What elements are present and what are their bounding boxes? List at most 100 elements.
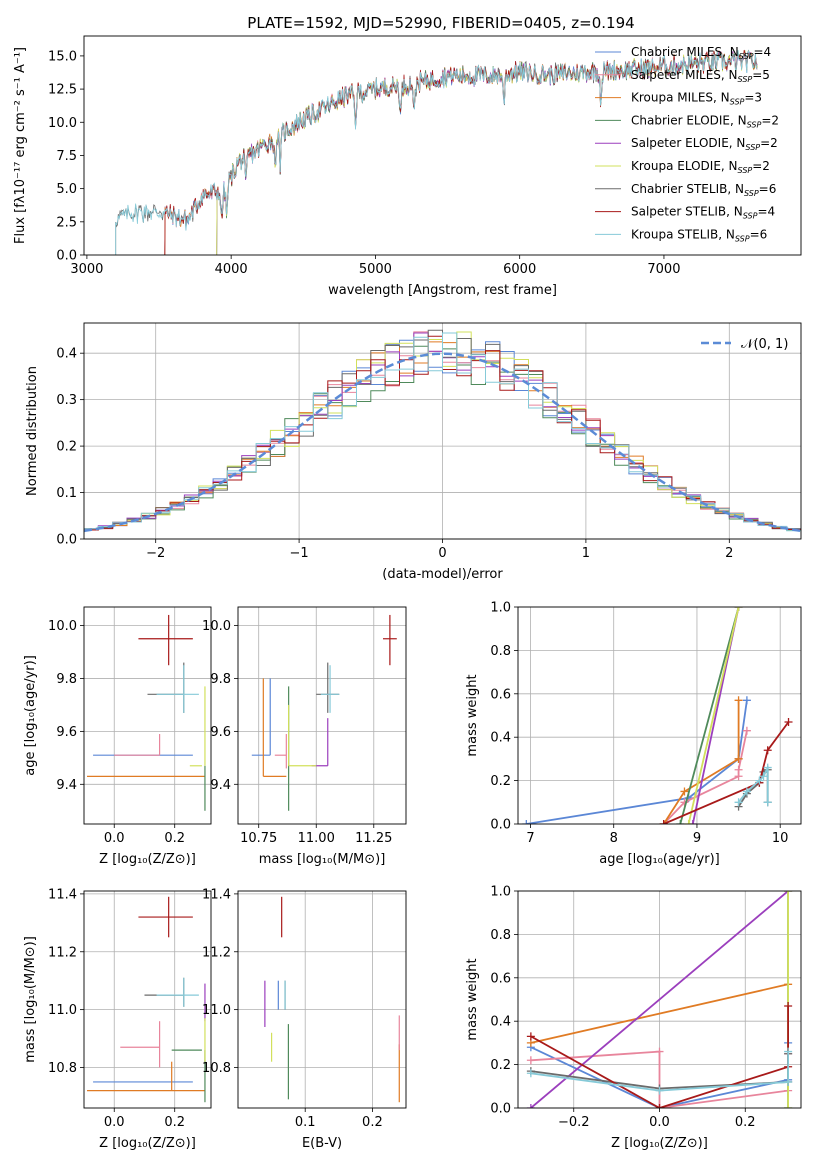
legend-entry: Salpeter MILES, NSSP=5 [631, 68, 770, 84]
massweight-marker [784, 718, 793, 727]
y-tick-label: 0.4 [490, 731, 511, 746]
y-tick-label: 0.0 [490, 1102, 511, 1117]
y-tick-label: 11.0 [48, 1003, 77, 1018]
massweight-marker [742, 696, 751, 705]
y-tick-label: 15.0 [48, 49, 77, 64]
massweight-lines [526, 891, 793, 1108]
massweight-marker [680, 798, 689, 807]
y-tick-label: 10.8 [48, 1061, 77, 1076]
y-tick-label: 10.0 [48, 619, 77, 634]
y-tick-label: 11.2 [202, 945, 231, 960]
x-tick-label: 2 [725, 546, 733, 561]
axes-frame [517, 606, 802, 825]
y-tick-label: 10.0 [202, 619, 231, 634]
y-tick-label: 10.8 [202, 1061, 231, 1076]
x-tick-label: 0.2 [164, 831, 185, 846]
spectrum-line [115, 49, 758, 255]
y-tick-label: 0.6 [490, 971, 511, 986]
massweight-marker [755, 776, 764, 785]
x-tick-label: −0.2 [558, 1115, 590, 1130]
y-tick-label: 0.3 [56, 393, 77, 408]
x-tick-label: 0.1 [295, 1115, 316, 1130]
massweight-marker [684, 820, 693, 824]
legend-entry: Salpeter ELODIE, NSSP=2 [631, 136, 778, 152]
y-tick-label: 10.0 [48, 116, 77, 131]
axes-frame [83, 322, 802, 540]
y-axis-label: mass weight [465, 958, 480, 1040]
x-axis-label: E(B-V) [302, 1136, 342, 1151]
errorbar-points [87, 614, 206, 811]
x-tick-label: 10.75 [240, 831, 277, 846]
x-axis-label: Z [log₁₀(Z/Z⊙)] [99, 852, 196, 867]
x-tick-label: 3000 [70, 262, 103, 277]
x-axis-label: mass [log₁₀(M/M⊙)] [259, 852, 386, 867]
massweight-marker [659, 820, 668, 824]
x-axis-label: age [log₁₀(age/yr)] [599, 852, 720, 867]
massweight-marker [526, 1069, 535, 1078]
x-axis-label: Z [log₁₀(Z/Z⊙)] [99, 1136, 196, 1151]
x-tick-label: 8 [610, 831, 618, 846]
y-tick-label: 1.0 [490, 885, 511, 900]
errorbar-points [87, 896, 206, 1103]
massweight-line [737, 767, 769, 803]
x-tick-label: 4000 [215, 262, 248, 277]
massweight-line [679, 607, 740, 824]
massweight-marker [742, 726, 751, 735]
legend-entry: 𝒩(0, 1) [741, 337, 788, 352]
legend-entry: Chabrier MILES, NSSP=4 [631, 45, 771, 61]
errorbar-points [264, 896, 400, 1103]
massweight-marker [784, 1047, 793, 1056]
y-axis-label: mass [log₁₀(M/M⊙)] [23, 936, 38, 1063]
y-tick-label: 1.0 [490, 601, 511, 616]
y-axis-label: Flux [fλ10⁻¹⁷ erg cm⁻² s⁻¹ A⁻¹] [13, 47, 28, 244]
x-tick-label: 6000 [503, 262, 536, 277]
massweight-marker [763, 798, 772, 807]
massweight-marker [742, 787, 751, 796]
y-tick-label: 0.0 [56, 249, 77, 264]
y-tick-label: 9.6 [56, 725, 77, 740]
massweight-marker [680, 787, 689, 796]
massweight-line [687, 607, 740, 824]
massweight-marker [784, 1077, 793, 1086]
y-tick-label: 0.4 [490, 1015, 511, 1030]
x-tick-label: 7 [526, 831, 534, 846]
massweight-marker [676, 820, 685, 824]
massweight-line [530, 1006, 789, 1108]
y-tick-label: 11.2 [48, 945, 77, 960]
legend-entry: Salpeter STELIB, NSSP=4 [631, 205, 775, 221]
x-tick-label: −1 [290, 546, 309, 561]
y-tick-label: 0.1 [56, 486, 77, 501]
y-tick-label: 11.0 [202, 1003, 231, 1018]
errorbar-points [251, 614, 397, 811]
x-tick-label: 11.25 [355, 831, 392, 846]
legend-entry: Kroupa STELIB, NSSP=6 [631, 227, 767, 243]
axes-frame [237, 890, 407, 1109]
y-tick-label: 12.5 [48, 83, 77, 98]
y-tick-label: 9.4 [210, 778, 231, 793]
x-tick-label: 0.0 [649, 1115, 670, 1130]
massweight-line [530, 891, 789, 1108]
legend-entry: Kroupa MILES, NSSP=3 [631, 91, 762, 107]
y-axis-label: Normed distribution [25, 366, 40, 496]
y-tick-label: 11.4 [48, 887, 77, 902]
massweight-marker [734, 607, 743, 611]
x-tick-label: 0.2 [735, 1115, 756, 1130]
x-tick-label: 0.0 [104, 831, 125, 846]
massweight-marker [526, 1104, 535, 1108]
y-tick-label: 5.0 [56, 182, 77, 197]
x-tick-label: 0.2 [362, 1115, 383, 1130]
massweight-marker [734, 798, 743, 807]
massweight-marker [784, 1002, 793, 1011]
massweight-marker [759, 772, 768, 781]
massweight-marker [688, 820, 697, 824]
axes-frame [83, 890, 212, 1109]
massweight-marker [734, 765, 743, 774]
legend-entry: Chabrier STELIB, NSSP=6 [631, 182, 776, 198]
axes-frame [83, 606, 212, 825]
y-tick-label: 9.4 [56, 778, 77, 793]
massweight-lines [522, 607, 793, 824]
massweight-line [530, 1051, 789, 1092]
y-tick-label: 9.8 [56, 672, 77, 687]
x-tick-label: 0 [438, 546, 446, 561]
massweight-marker [784, 891, 793, 895]
